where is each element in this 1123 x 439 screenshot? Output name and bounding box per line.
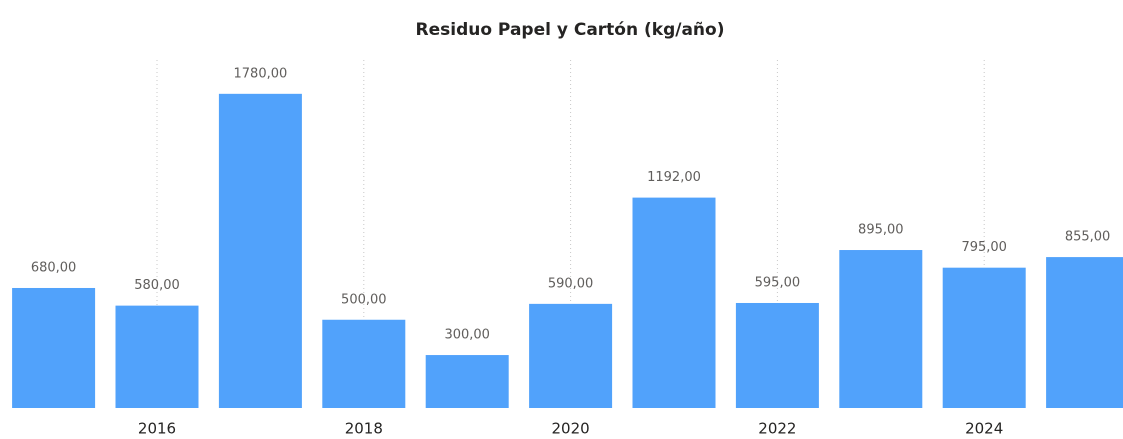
value-label: 855,00 [1065, 230, 1111, 245]
value-label: 795,00 [961, 240, 1007, 255]
x-tick-label: 2022 [758, 420, 796, 438]
value-label: 300,00 [444, 328, 490, 343]
value-label: 895,00 [858, 223, 904, 238]
bar [1046, 257, 1123, 408]
value-label: 680,00 [31, 260, 77, 275]
bar [529, 303, 613, 408]
value-label: 580,00 [134, 278, 180, 293]
x-tick-label: 2020 [552, 420, 590, 438]
bar [632, 197, 716, 408]
x-tick-label: 2018 [345, 420, 383, 438]
bar [942, 267, 1026, 408]
bar [218, 93, 302, 408]
x-tick-label: 2016 [138, 420, 176, 438]
value-label: 595,00 [755, 275, 801, 290]
value-label: 1780,00 [234, 66, 288, 81]
bar [735, 302, 819, 408]
bar [322, 319, 406, 408]
bar [839, 250, 923, 408]
bar [115, 305, 199, 408]
value-label: 590,00 [548, 276, 594, 291]
value-label: 500,00 [341, 292, 387, 307]
chart-title: Residuo Papel y Cartón (kg/año) [416, 20, 725, 40]
bar [425, 355, 509, 408]
value-label: 1192,00 [647, 170, 701, 185]
x-tick-label: 2024 [965, 420, 1003, 438]
bar [12, 287, 96, 408]
